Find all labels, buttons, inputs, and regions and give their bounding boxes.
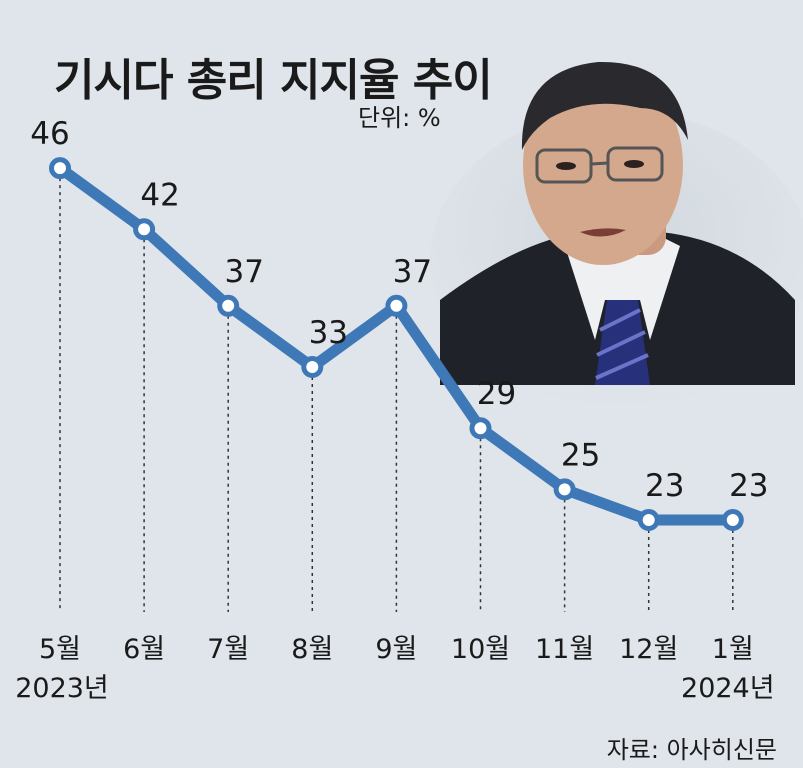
data-label: 23	[729, 468, 768, 504]
x-year-label: 2023년	[15, 673, 109, 704]
data-label: 33	[309, 315, 348, 351]
x-tick-label: 9월	[375, 634, 417, 665]
data-label: 37	[224, 254, 263, 290]
x-tick-label: 5월	[39, 634, 81, 665]
data-point	[637, 509, 660, 531]
data-label: 25	[561, 437, 600, 473]
chart-title: 기시다 총리 지지율 추이	[54, 55, 493, 106]
data-point	[217, 294, 240, 317]
data-labels: 46 42 37 33 37 29 25 23 23	[30, 116, 768, 504]
data-point	[49, 157, 71, 180]
data-point	[133, 218, 156, 241]
x-tick-label: 11월	[535, 634, 594, 665]
data-label: 29	[477, 376, 516, 412]
data-point	[385, 294, 408, 317]
data-label: 37	[393, 254, 432, 290]
drop-lines	[59, 178, 734, 612]
data-label: 23	[645, 468, 684, 504]
data-point	[301, 356, 324, 378]
data-point	[469, 417, 492, 440]
data-point	[721, 509, 744, 531]
data-point	[553, 478, 576, 501]
x-tick-label: 10월	[451, 634, 510, 665]
x-tick-label: 6월	[123, 634, 165, 665]
x-axis-year-labels: 2023년 2024년	[15, 673, 774, 704]
x-year-label: 2024년	[681, 673, 775, 704]
x-tick-label: 12월	[619, 634, 678, 665]
data-label: 42	[140, 177, 179, 213]
x-tick-label: 7월	[207, 634, 249, 665]
data-markers	[49, 157, 744, 531]
x-tick-label: 8월	[291, 634, 333, 665]
x-axis-tick-labels: 5월 6월 7월 8월 9월 10월 11월 12월 1월	[39, 634, 754, 665]
portrait-photo	[430, 61, 803, 410]
unit-label: 단위: %	[358, 104, 441, 132]
source-label: 자료: 아사히신문	[606, 736, 777, 764]
x-tick-label: 1월	[712, 634, 754, 665]
data-label: 46	[30, 116, 69, 152]
